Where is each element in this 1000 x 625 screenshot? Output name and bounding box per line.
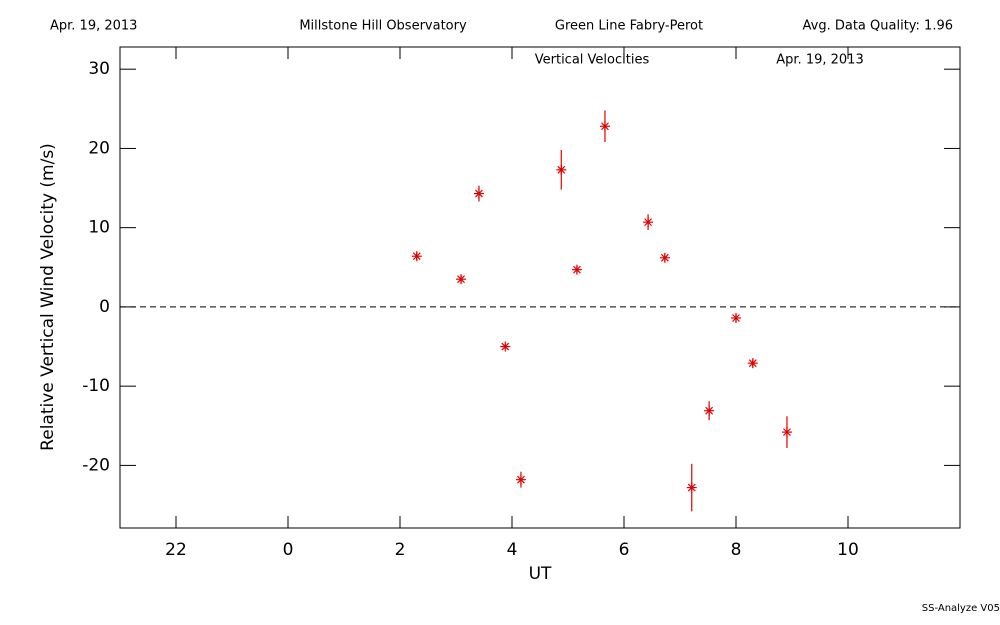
point xyxy=(659,252,670,263)
y-tick-label: -10 xyxy=(82,376,110,396)
point xyxy=(599,121,610,132)
header-date: Apr. 19, 2013 xyxy=(50,19,137,34)
x-tick-label: 2 xyxy=(395,540,406,560)
y-tick-label: 10 xyxy=(88,218,110,238)
x-axis-label: UT xyxy=(529,564,552,584)
y-axis-label: Relative Vertical Wind Velocity (m/s) xyxy=(38,143,58,451)
point xyxy=(643,217,654,228)
point-stroke xyxy=(457,275,465,284)
point xyxy=(515,474,526,485)
y-tick-label: 30 xyxy=(88,59,110,79)
y-tick-label: 0 xyxy=(99,297,110,317)
point-stroke xyxy=(705,406,714,415)
point-stroke xyxy=(783,428,791,437)
y-tick-label: 20 xyxy=(88,138,110,158)
point-stroke xyxy=(517,475,525,484)
footer: SS-Analyze V05 xyxy=(922,603,1000,614)
header-instrument: Green Line Fabry-Perot xyxy=(555,19,703,34)
x-tick-label: 8 xyxy=(731,540,742,560)
point-stroke xyxy=(660,253,669,262)
point xyxy=(781,427,792,438)
point-stroke xyxy=(573,265,581,274)
point-stroke xyxy=(687,483,696,492)
point-stroke xyxy=(557,165,566,174)
point-stroke xyxy=(412,252,421,261)
x-tick-label: 6 xyxy=(619,540,630,560)
x-tick-label: 10 xyxy=(837,540,859,560)
chart-date: Apr. 19, 2013 xyxy=(776,53,863,68)
chart-title: Vertical Velocities xyxy=(535,53,650,68)
x-tick-label: 0 xyxy=(283,540,294,560)
point-stroke xyxy=(601,122,609,131)
plot-frame xyxy=(119,46,961,529)
point-stroke xyxy=(501,342,510,351)
point-stroke xyxy=(644,218,653,227)
point-stroke xyxy=(475,189,483,198)
point xyxy=(473,188,484,199)
point-stroke xyxy=(732,314,740,322)
x-tick-label: 22 xyxy=(165,540,187,560)
point xyxy=(500,341,511,352)
point xyxy=(411,251,422,262)
x-tick-label: 4 xyxy=(507,540,518,560)
header-quality: Avg. Data Quality: 1.96 xyxy=(803,19,953,34)
header-observatory: Millstone Hill Observatory xyxy=(299,19,467,34)
point xyxy=(686,482,697,493)
point xyxy=(731,313,741,324)
point xyxy=(571,264,582,275)
point xyxy=(456,274,467,285)
point-stroke xyxy=(748,359,757,368)
point xyxy=(704,405,715,416)
point xyxy=(556,164,567,175)
y-tick-label: -20 xyxy=(82,455,110,475)
point xyxy=(747,358,758,369)
